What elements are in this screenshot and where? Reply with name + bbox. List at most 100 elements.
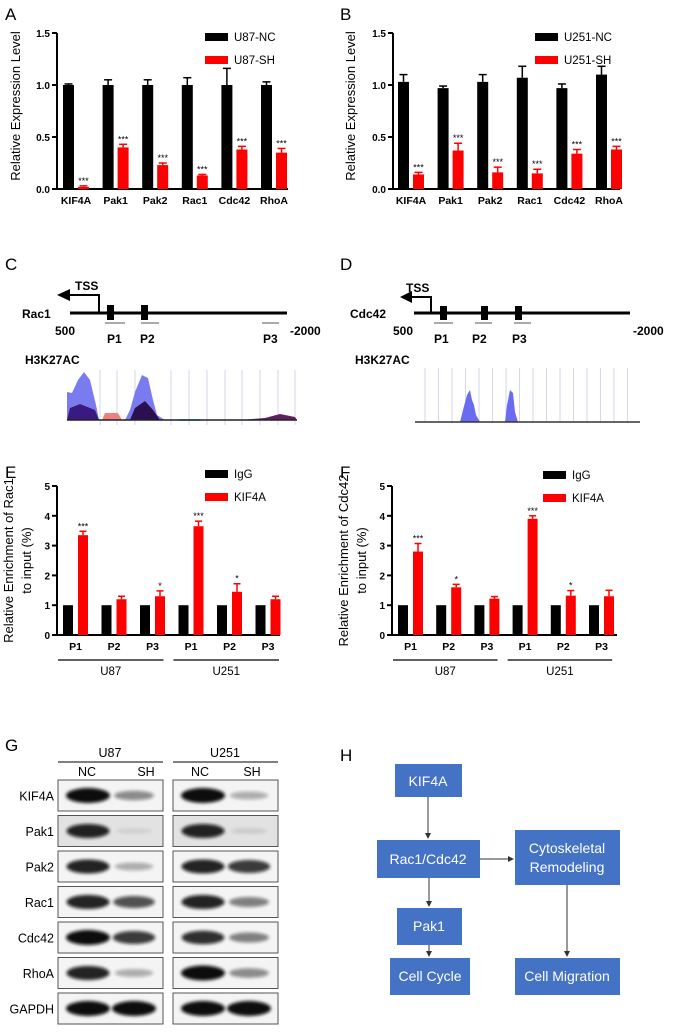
legend-label: U87-SH <box>234 55 275 67</box>
primer-p2: P2 <box>472 332 487 346</box>
legend-swatch <box>205 493 228 501</box>
protein-label-rac1: Rac1 <box>25 896 54 910</box>
y-axis-label: Relative Expression Level <box>8 31 23 181</box>
x-tick-label: RhoA <box>260 195 288 207</box>
protein-band <box>229 968 269 978</box>
bar-u87-sh <box>117 147 129 189</box>
y-tick-label: 0.0 <box>372 185 386 196</box>
legend-label: KIF4A <box>234 492 266 504</box>
node-remodeling-label: Remodeling <box>530 859 605 875</box>
western-blot: U87 U251 NC SH NC SH KIF4A Pak1 Pak2 Rac1 Cd… <box>10 746 279 1025</box>
bar-igg <box>140 605 150 635</box>
group-label: U251 <box>546 666 574 678</box>
protein-band <box>181 824 225 838</box>
node-cell-migration-label: Cell Migration <box>524 968 610 984</box>
bar-u87-sh <box>196 175 208 189</box>
significance-label: *** <box>193 511 204 521</box>
x-tick-label: P3 <box>146 641 159 653</box>
y-tick-label: 0 <box>44 631 50 642</box>
primer-p2: P2 <box>140 332 155 346</box>
bar-u251-sh <box>413 174 424 189</box>
tss-arrow-icon <box>67 294 100 313</box>
x-tick-label: P1 <box>519 641 532 653</box>
primer-p3: P3 <box>512 332 527 346</box>
chart-e: 0 1 2 3 4 5 Relative Enrichment of Rac1 to inpu… <box>1 469 281 678</box>
protein-band <box>66 895 110 909</box>
bar-u251-sh <box>492 172 504 189</box>
significance-label: *** <box>78 176 89 186</box>
bar-u87-nc <box>221 85 233 189</box>
y-tick-label: 0.0 <box>36 185 50 196</box>
panel-label-h: H <box>340 746 352 765</box>
track-label: H3K27AC <box>355 353 410 367</box>
y-axis-label: Relative Enrichment of Rac1 <box>1 478 16 643</box>
group-label: U251 <box>213 666 241 678</box>
bar-igg <box>474 605 485 635</box>
y-axis-label: Relative Enrichment of Cdc42 <box>336 475 351 647</box>
bar-igg <box>512 605 523 635</box>
bar-u251-nc <box>437 88 449 189</box>
bar-u87-nc <box>63 85 74 189</box>
chart-a: 0.0 0.5 1.0 1.5 Relative Expression Level ***… <box>8 29 288 207</box>
protein-band <box>181 1001 225 1016</box>
y-tick-label: 1.5 <box>372 29 386 40</box>
x-tick-label: Pak2 <box>143 195 168 207</box>
protein-band <box>230 828 268 834</box>
x-tick-label: RhoA <box>595 195 623 207</box>
y-axis-label: to input (%) <box>19 527 34 593</box>
bar-igg <box>550 605 561 635</box>
legend-label: U251-SH <box>564 55 611 67</box>
bar-u251-sh <box>531 173 543 189</box>
coord-right: -2000 <box>290 324 321 338</box>
bar-igg <box>101 605 112 635</box>
x-tick-label: P2 <box>557 641 570 653</box>
significance-label: *** <box>492 157 503 167</box>
bar-u87-nc <box>261 85 272 189</box>
group-label: U87 <box>100 666 121 678</box>
track-label: H3K27AC <box>25 353 80 367</box>
protein-label-rhoa: RhoA <box>23 967 55 981</box>
protein-label-pak1: Pak1 <box>26 825 55 839</box>
bar-kif4a <box>413 551 423 635</box>
bar-u251-nc <box>477 81 489 189</box>
primer-p3: P3 <box>263 332 278 346</box>
bar-igg <box>63 605 73 635</box>
lane-nc: NC <box>191 765 209 779</box>
bar-kif4a <box>489 598 500 635</box>
significance-label: * <box>454 574 458 584</box>
promoter-diagram-cdc42: Cdc42 TSS 500 -2000 P1 P2 P3 H3K27AC <box>350 281 664 423</box>
y-tick-label: 1.5 <box>36 29 50 40</box>
y-tick-label: 2 <box>44 571 50 582</box>
chart-f: 0 1 2 3 4 5 Relative Enrichment of Cdc42 to inp… <box>336 470 617 678</box>
significance-label: * <box>158 581 162 591</box>
bar-u87-nc <box>181 85 193 189</box>
x-tick-label: KIF4A <box>61 195 92 207</box>
gene-label: Rac1 <box>22 307 51 321</box>
cell-label-u251: U251 <box>210 746 240 760</box>
panel-label-a: A <box>5 5 17 24</box>
tss-label: TSS <box>75 279 98 293</box>
panel-label-f: F <box>340 463 350 482</box>
significance-label: *** <box>572 139 583 149</box>
bar-u251-nc <box>398 81 409 189</box>
protein-band <box>181 788 225 803</box>
panel-label-e: E <box>5 463 16 482</box>
x-tick-label: P3 <box>480 641 493 653</box>
y-tick-label: 0 <box>379 631 385 642</box>
significance-label: *** <box>413 162 424 172</box>
bar-kif4a <box>155 596 165 635</box>
protein-band <box>181 930 225 945</box>
significance-label: *** <box>237 136 248 146</box>
lane-nc: NC <box>78 765 96 779</box>
significance-label: *** <box>157 153 168 163</box>
legend-swatch <box>543 494 566 502</box>
coord-left: 500 <box>393 324 413 338</box>
significance-label: * <box>235 574 239 584</box>
protein-band <box>181 895 225 909</box>
h3k27ac-track <box>415 368 640 423</box>
protein-band <box>181 859 225 874</box>
node-cytoskeletal-remodeling <box>515 830 620 885</box>
significance-label: *** <box>611 136 622 146</box>
protein-band <box>112 1001 156 1016</box>
